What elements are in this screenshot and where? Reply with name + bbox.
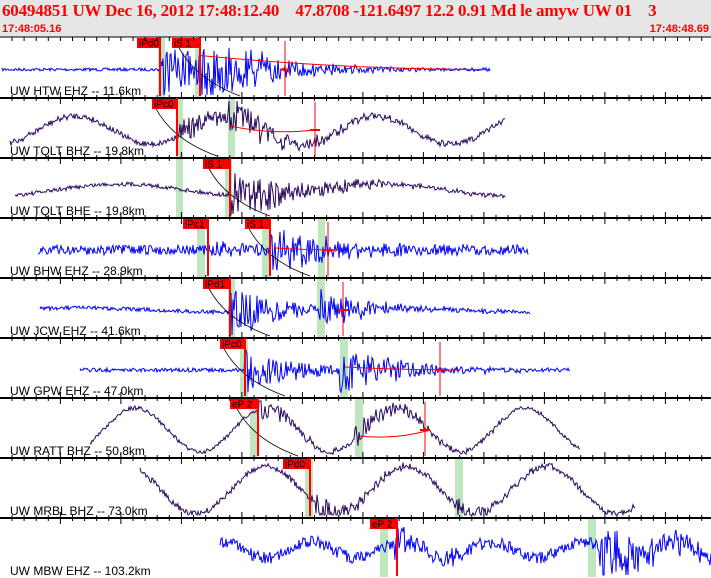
phase-pick-badge <box>172 38 201 48</box>
coda-fit-line <box>359 429 431 438</box>
coda-fit-line <box>229 125 316 133</box>
end-time: 17:48:48.69 <box>649 23 709 35</box>
station-label: UW BHW EHZ -- 28.9km <box>10 264 143 278</box>
pick-window <box>197 219 205 277</box>
phase-pick-badge <box>203 279 231 289</box>
pick-window <box>176 159 183 217</box>
phase-pick-badge <box>230 399 259 409</box>
station-label: UW RATT BHZ -- 50.8km <box>10 444 145 458</box>
pick-window <box>317 279 325 337</box>
phase-pick-label: iS 1 <box>205 160 223 171</box>
pick-window <box>588 519 596 577</box>
channel-panel: iPc0 UW TQLT BHZ -- 19.8km <box>0 98 711 164</box>
waveform-trace <box>89 400 581 456</box>
waveform-trace <box>9 100 506 152</box>
coda-fit-line <box>274 247 341 251</box>
waveform-trace <box>79 348 571 394</box>
phase-pick-label: eP 2 <box>372 520 393 531</box>
waveform-trace <box>14 173 506 216</box>
phase-pick-badge <box>220 339 246 349</box>
pick-window <box>250 399 258 457</box>
pick-window <box>455 459 463 517</box>
pick-window <box>225 159 232 217</box>
pick-window <box>380 519 388 577</box>
event-header: 60494851 UW Dec 16, 2012 17:48:12.40 47.… <box>0 0 711 37</box>
waveform-trace <box>139 462 636 517</box>
pick-window <box>355 399 363 457</box>
phase-pick-badge <box>137 38 161 48</box>
phase-pick-badge <box>152 99 178 109</box>
waveform-trace <box>219 526 711 576</box>
phase-pick-label: eP 2 <box>232 400 253 411</box>
phase-pick-label: iPc0 <box>222 340 242 351</box>
phase-pick-label: iPc0 <box>154 100 174 111</box>
phase-pick-label: iPd0 <box>285 460 305 471</box>
channel-panel: iS 1 UW TQLT BHE -- 19.8km <box>0 158 711 224</box>
pick-window <box>158 38 165 97</box>
channel-panel: eP 2 UW RATT BHZ -- 50.8km <box>0 398 711 464</box>
phase-pick-badge <box>370 519 398 529</box>
start-time: 17:48:05.16 <box>2 23 62 35</box>
channel-panel: iPc1 iS 1 UW BHW EHZ -- 28.9km <box>0 218 711 284</box>
station-label: UW MRBL BHZ -- 73.0km <box>10 504 148 518</box>
phase-pick-label: iPd1 <box>205 280 225 291</box>
waveform-trace <box>37 230 529 271</box>
phase-pick-label: iS 1 <box>174 39 192 50</box>
phase-pick-label: iS 1 <box>247 220 265 231</box>
phase-pick-badge <box>183 219 209 229</box>
phase-pick-label: iPd0 <box>139 39 159 50</box>
station-label: UW MBW EHZ -- 103.2km <box>10 564 151 578</box>
pick-window <box>262 219 270 277</box>
channel-panel: iPd1 UW JCW EHZ -- 41.6km <box>0 278 711 344</box>
channel-panel: iPd0 UW MRBL BHZ -- 73.0km <box>0 458 711 524</box>
coda-fit-line <box>344 366 461 371</box>
waveform-trace <box>1 47 491 96</box>
station-label: UW JCW EHZ -- 41.6km <box>10 324 141 338</box>
station-label: UW HTW EHZ -- 11.6km <box>10 84 141 98</box>
coda-fit-line <box>199 55 491 70</box>
event-title: 60494851 UW Dec 16, 2012 17:48:12.40 47.… <box>2 1 657 20</box>
channel-panel: iPd0 iS 1 UW HTW EHZ -- 11.6km <box>0 37 711 104</box>
pick-window <box>195 38 201 97</box>
station-label: UW GPW EHZ -- 47.0km <box>10 384 143 398</box>
channel-panel: eP 2 UW MBW EHZ -- 103.2km <box>10 518 711 578</box>
channel-panel: iPc0 UW GPW EHZ -- 47.0km <box>0 338 711 404</box>
station-label: UW TQLT BHE -- 19.8km <box>10 204 145 218</box>
station-label: UW TQLT BHZ -- 19.8km <box>10 144 144 158</box>
pick-window <box>318 219 325 277</box>
phase-pick-label: iPc1 <box>185 220 205 231</box>
waveform-trace <box>39 289 531 336</box>
phase-pick-badge <box>245 219 271 229</box>
phase-pick-badge <box>283 459 311 469</box>
phase-pick-badge <box>203 159 231 169</box>
